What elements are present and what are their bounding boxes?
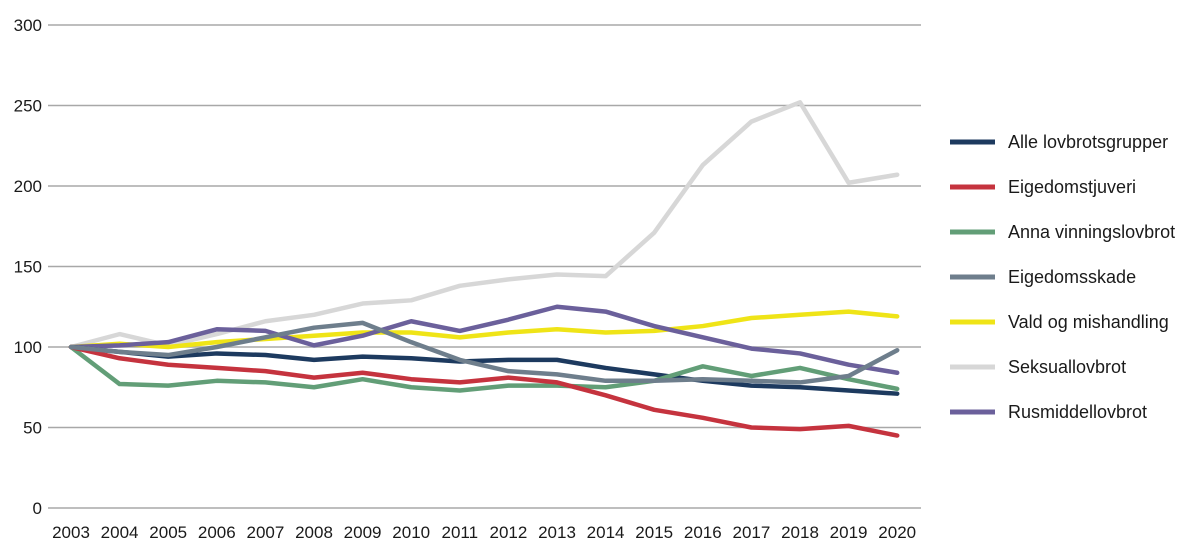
legend-label: Alle lovbrotsgrupper xyxy=(1008,132,1168,152)
x-tick-label: 2005 xyxy=(149,523,187,542)
series-line-eigedomsskade xyxy=(68,320,900,385)
series-line-eigedomstjuveri xyxy=(68,344,900,438)
x-tick-label: 2010 xyxy=(392,523,430,542)
x-tick-label: 2014 xyxy=(587,523,625,542)
series-line-alle-lovbrotsgrupper xyxy=(68,344,900,396)
y-tick-label: 200 xyxy=(14,177,42,196)
legend-item-alle-lovbrotsgrupper: Alle lovbrotsgrupper xyxy=(950,132,1168,152)
gridlines xyxy=(48,24,921,509)
x-axis-ticks: 2003 2004 2005 2006 2007 2008 2009 2010 2011 2012… xyxy=(52,523,916,542)
y-tick-label: 150 xyxy=(14,258,42,277)
x-tick-label: 2018 xyxy=(781,523,819,542)
legend-item-seksuallovbrot: Seksuallovbrot xyxy=(950,357,1126,377)
y-tick-label: 300 xyxy=(14,16,42,35)
x-tick-label: 2020 xyxy=(878,523,916,542)
x-tick-label: 2019 xyxy=(830,523,868,542)
y-tick-label: 250 xyxy=(14,97,42,116)
legend-label: Seksuallovbrot xyxy=(1008,357,1126,377)
x-tick-label: 2015 xyxy=(635,523,673,542)
legend-item-anna-vinningslovbrot: Anna vinningslovbrot xyxy=(950,222,1175,242)
x-tick-label: 2003 xyxy=(52,523,90,542)
x-tick-label: 2013 xyxy=(538,523,576,542)
legend-label: Rusmiddellovbrot xyxy=(1008,402,1147,422)
y-tick-label: 50 xyxy=(23,419,42,438)
x-tick-label: 2004 xyxy=(101,523,139,542)
series-line-rusmiddellovbrot xyxy=(68,304,900,376)
x-tick-label: 2011 xyxy=(442,523,479,542)
x-tick-label: 2009 xyxy=(344,523,382,542)
legend-item-eigedomsskade: Eigedomsskade xyxy=(950,267,1136,287)
x-tick-label: 2008 xyxy=(295,523,333,542)
legend-label: Eigedomstjuveri xyxy=(1008,177,1136,197)
legend-label: Anna vinningslovbrot xyxy=(1008,222,1175,242)
series-lines xyxy=(68,100,900,438)
y-tick-label: 100 xyxy=(14,338,42,357)
x-tick-label: 2007 xyxy=(246,523,284,542)
y-tick-label: 0 xyxy=(33,499,42,518)
series-line-vald-og-mishandling xyxy=(68,309,900,350)
x-tick-label: 2017 xyxy=(732,523,770,542)
legend-label: Vald og mishandling xyxy=(1008,312,1169,332)
legend: Alle lovbrotsgrupper Eigedomstjuveri Anna … xyxy=(950,132,1175,422)
x-tick-label: 2006 xyxy=(198,523,236,542)
series-line-seksuallovbrot xyxy=(68,100,900,350)
y-axis-ticks: 0 50 100 150 200 250 300 xyxy=(14,16,42,518)
x-tick-label: 2012 xyxy=(489,523,527,542)
legend-item-rusmiddellovbrot: Rusmiddellovbrot xyxy=(950,402,1147,422)
legend-item-eigedomstjuveri: Eigedomstjuveri xyxy=(950,177,1136,197)
legend-label: Eigedomsskade xyxy=(1008,267,1136,287)
x-tick-label: 2016 xyxy=(684,523,722,542)
legend-item-vald-og-mishandling: Vald og mishandling xyxy=(950,312,1169,332)
series-line-anna-vinningslovbrot xyxy=(68,344,900,393)
